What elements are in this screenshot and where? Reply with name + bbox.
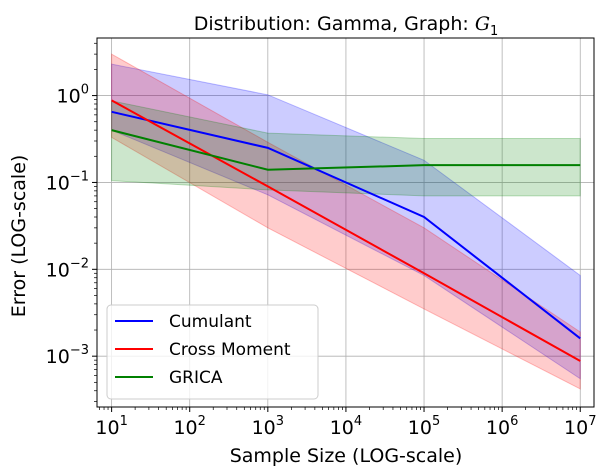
y-tick-base: 10 <box>46 172 70 194</box>
x-tick-labels: 101 102 103 104 105 106 107 <box>95 414 596 439</box>
x-tick-exponent: 6 <box>510 414 518 429</box>
x-tick-label: 103 <box>252 414 284 439</box>
grica-line <box>111 129 581 171</box>
x-tick-base: 10 <box>95 417 119 439</box>
legend-label-grica: GRICA <box>169 368 223 388</box>
y-tick-label: 10−2 <box>46 256 89 281</box>
legend-label-cumulant: Cumulant <box>169 312 252 332</box>
x-axis-label: Sample Size (LOG-scale) <box>230 445 463 467</box>
y-tick-base: 10 <box>57 86 81 108</box>
x-tick-exponent: 7 <box>588 414 596 429</box>
confidence-bands <box>111 53 581 390</box>
x-tick-exponent: 4 <box>354 414 362 429</box>
x-tick-base: 10 <box>330 417 354 439</box>
x-tick-exponent: 3 <box>276 414 284 429</box>
cross-moment-line <box>111 99 581 362</box>
x-tick-base: 10 <box>486 417 510 439</box>
y-tick-label: 10−3 <box>46 343 89 368</box>
legend-box <box>106 304 319 400</box>
x-tick-base: 10 <box>564 417 588 439</box>
y-tick-base: 10 <box>46 259 70 281</box>
x-tick-label: 105 <box>408 414 440 439</box>
title-prefix: Distribution: Gamma, Graph: <box>194 13 475 35</box>
x-tick-label: 102 <box>173 414 205 439</box>
y-tick-exponent: −2 <box>70 256 89 271</box>
x-tick-base: 10 <box>252 417 276 439</box>
y-tick-label: 100 <box>57 83 89 108</box>
y-tick-base: 10 <box>46 346 70 368</box>
y-tick-exponent: −3 <box>70 343 89 358</box>
title-graph-subscript: 1 <box>490 24 498 39</box>
y-tick-exponent: −1 <box>70 169 89 184</box>
x-tick-label: 106 <box>486 414 518 439</box>
x-tick-base: 10 <box>173 417 197 439</box>
legend: Cumulant Cross Moment GRICA <box>106 304 319 400</box>
grica-band <box>111 100 581 197</box>
series-lines <box>111 99 581 362</box>
y-axis-label: Error (LOG-scale) <box>8 155 30 318</box>
x-tick-label: 104 <box>330 414 362 439</box>
x-tick-label: 101 <box>95 414 127 439</box>
y-tick-label: 10−1 <box>46 169 89 194</box>
title-graph-symbol: G <box>475 13 490 35</box>
cumulant-band <box>111 63 581 380</box>
x-tick-base: 10 <box>408 417 432 439</box>
x-tick-exponent: 1 <box>120 414 128 429</box>
x-tick-label: 107 <box>564 414 596 439</box>
y-tick-exponent: 0 <box>81 83 89 98</box>
chart-title: Distribution: Gamma, Graph: G1 <box>194 13 499 39</box>
x-tick-exponent: 5 <box>432 414 440 429</box>
x-tick-exponent: 2 <box>198 414 206 429</box>
cumulant-line <box>111 110 581 340</box>
legend-label-cross-moment: Cross Moment <box>169 340 291 360</box>
plot-frame <box>96 37 595 408</box>
